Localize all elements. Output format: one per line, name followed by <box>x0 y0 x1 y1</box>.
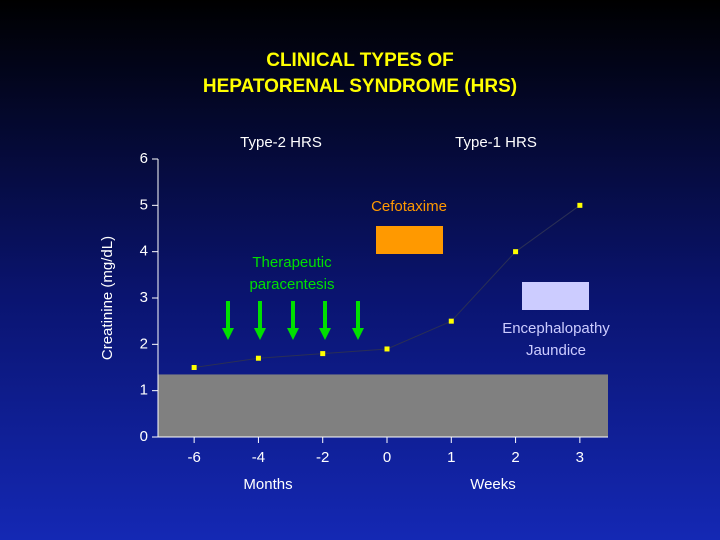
y-tick-label: 6 <box>140 150 148 167</box>
annotation: Encephalopathy <box>502 320 610 337</box>
y-tick-label: 3 <box>140 289 148 306</box>
y-tick-label: 1 <box>140 382 148 399</box>
x-tick-label: -2 <box>316 449 329 466</box>
data-point <box>577 202 583 208</box>
paracentesis-arrows <box>222 301 364 340</box>
x-tick-label: -4 <box>252 449 265 466</box>
y-tick-label: 2 <box>140 335 148 352</box>
annotation: paracentesis <box>249 276 334 293</box>
phase-label: Type-1 HRS <box>455 134 537 151</box>
title-line: HEPATORENAL SYNDROME (HRS) <box>203 76 517 97</box>
x-tick-label: 2 <box>511 449 519 466</box>
annotation: Therapeutic <box>252 254 332 271</box>
x-tick-label: 0 <box>383 449 391 466</box>
complication-box <box>522 282 589 310</box>
x-tick-label: 1 <box>447 449 455 466</box>
annotation: Jaundice <box>526 342 586 359</box>
cefotaxime-box <box>376 226 443 254</box>
data-point <box>255 355 261 361</box>
data-point <box>384 346 390 352</box>
data-point <box>320 351 326 357</box>
annotation: Cefotaxime <box>371 198 447 215</box>
y-tick-label: 0 <box>140 428 148 445</box>
y-axis-label: Creatinine (mg/dL) <box>99 236 116 360</box>
data-point <box>448 318 454 324</box>
shaded-band <box>158 374 608 437</box>
y-tick-label: 4 <box>140 243 148 260</box>
data-point <box>191 365 197 370</box>
data-point <box>513 249 519 255</box>
x-tick-label: -6 <box>187 449 200 466</box>
y-tick-label: 5 <box>140 196 148 213</box>
title-line: CLINICAL TYPES OF <box>266 50 454 71</box>
x-group-label: Months <box>243 476 292 493</box>
x-group-label: Weeks <box>470 476 516 493</box>
x-tick-label: 3 <box>576 449 584 466</box>
phase-label: Type-2 HRS <box>240 134 322 151</box>
